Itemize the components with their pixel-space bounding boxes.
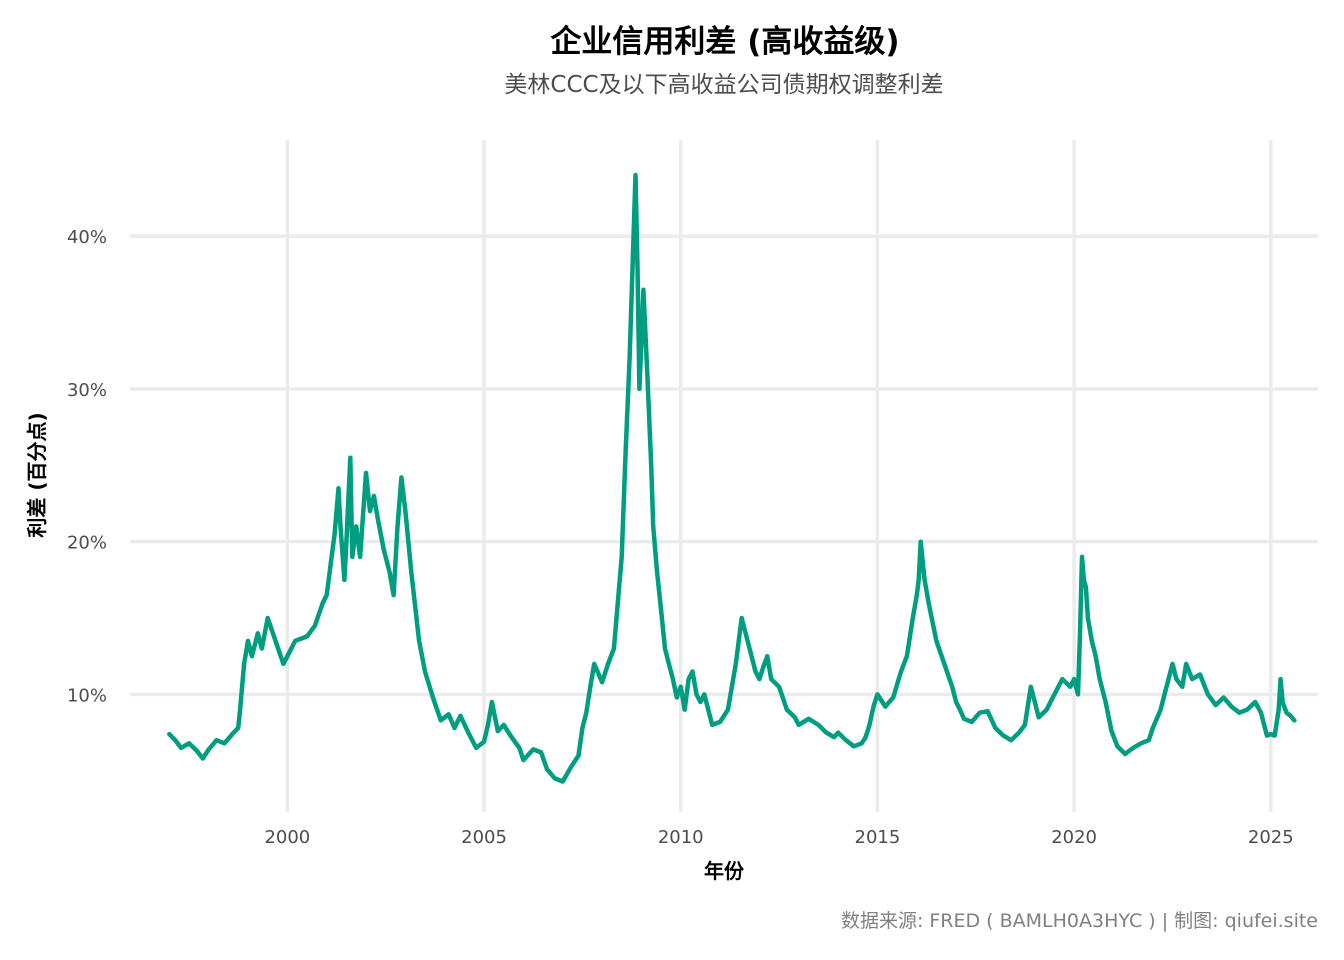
x-tick-label-2020: 2020	[1051, 827, 1097, 848]
series-line-0	[167, 172, 1297, 784]
x-tick-label-2000: 2000	[264, 827, 310, 848]
x-tick-label-2015: 2015	[855, 827, 901, 848]
y-axis-title: 利差 (百分点)	[25, 412, 49, 537]
series-layer	[167, 172, 1297, 784]
y-tick-labels: 10% 20% 30% 40%	[67, 227, 107, 706]
chart-title: 企业信用利差 (高收益级)	[550, 24, 899, 60]
y-tick-label-20: 20%	[67, 533, 107, 554]
chart-subtitle: 美林CCC及以下高收益公司债期权调整利差	[504, 72, 943, 98]
y-tick-label-10: 10%	[67, 685, 107, 706]
y-tick-label-30: 30%	[67, 380, 107, 401]
x-axis-title: 年份	[704, 859, 745, 883]
horizontal-gridlines	[130, 234, 1318, 697]
y-tick-label-40: 40%	[67, 227, 107, 248]
x-tick-label-2010: 2010	[658, 827, 704, 848]
vertical-gridlines	[285, 140, 1273, 812]
x-tick-label-2005: 2005	[461, 827, 507, 848]
x-tick-labels: 2000 2005 2010 2015 2020 2025	[264, 827, 1293, 848]
x-tick-label-2025: 2025	[1248, 827, 1294, 848]
chart-caption: 数据来源: FRED ( BAMLH0A3HYC ) | 制图: qiufei.…	[841, 910, 1318, 932]
